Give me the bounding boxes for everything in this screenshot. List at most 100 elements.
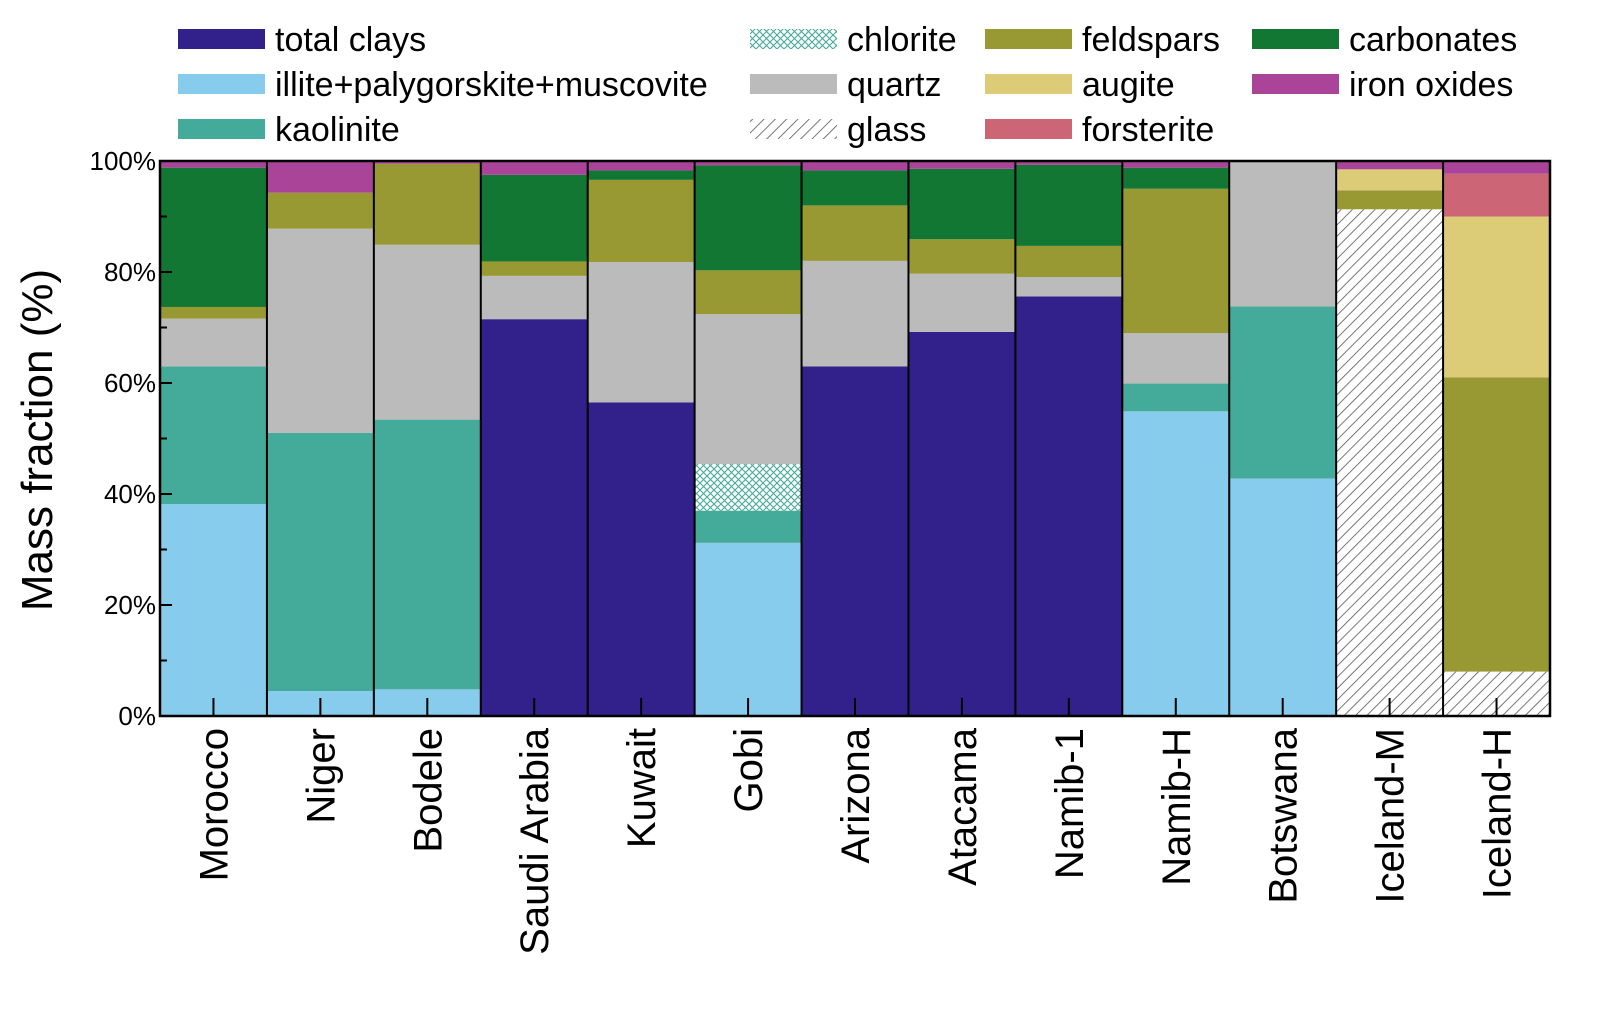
bar-segment-bodele-feldspars	[373, 163, 481, 245]
legend-swatch	[750, 29, 837, 49]
x-tick-label-iceland-h: Iceland-H	[1476, 728, 1520, 899]
legend-item-iron-oxides: iron oxides	[1252, 66, 1513, 104]
legend-swatch	[985, 29, 1072, 49]
bar-segment-iceland-m-feldspars	[1336, 190, 1444, 210]
bar-stack-morocco	[160, 161, 267, 716]
bar-segment-botswana-quartz	[1229, 161, 1337, 307]
bar-stack-gobi	[694, 161, 802, 716]
bar-segment-atacama-quartz	[908, 273, 1016, 332]
bar-stack-bodele	[373, 161, 481, 716]
legend-label: forsterite	[1082, 111, 1214, 149]
legend-label: total clays	[275, 21, 426, 59]
bar-segment-namib-h-quartz	[1122, 333, 1230, 384]
bar-segment-kuwait-iron-oxides	[587, 161, 695, 171]
legend-item-kaolinite: kaolinite	[178, 111, 400, 149]
x-tick-label-atacama: Atacama	[941, 727, 985, 886]
legend-swatch	[985, 119, 1072, 139]
bar-segment-namib-h-carbonates	[1122, 167, 1230, 189]
bar-segment-namib-1-quartz	[1015, 276, 1123, 297]
bar-segment-namib-h-kaolinite	[1122, 383, 1230, 412]
bar-segment-namib-1-feldspars	[1015, 245, 1123, 277]
legend: total clays illite+palygorskite+muscovite…	[178, 21, 1517, 149]
bar-segment-gobi-chlorite	[694, 464, 802, 511]
legend-label: kaolinite	[275, 111, 400, 149]
legend-item-chlorite: chlorite	[750, 21, 957, 59]
bar-segment-morocco-feldspars	[160, 306, 267, 319]
bar-segment-niger-iron-oxides	[266, 161, 374, 193]
bar-segment-botswana-illite-palygorskite-muscovite	[1229, 478, 1337, 716]
bar-segment-niger-quartz	[266, 228, 374, 433]
legend-item-total-clays: total clays	[178, 21, 426, 59]
x-tick-label-saudi-arabia: Saudi Arabia	[513, 727, 557, 955]
legend-item-augite: augite	[985, 66, 1175, 104]
legend-swatch	[178, 74, 265, 94]
bar-segment-iceland-h-forsterite	[1443, 173, 1550, 217]
bar-segment-atacama-feldspars	[908, 239, 1016, 274]
bar-segment-namib-1-iron-oxides	[1015, 161, 1123, 165]
y-tick-label: 80%	[104, 257, 156, 287]
bar-segment-gobi-iron-oxides	[694, 161, 802, 166]
bar-segment-atacama-total-clays	[908, 331, 1016, 716]
y-tick-label: 20%	[104, 590, 156, 620]
bar-segment-morocco-iron-oxides	[160, 161, 267, 168]
bar-segment-namib-1-carbonates	[1015, 164, 1123, 246]
bar-segment-arizona-iron-oxides	[801, 161, 909, 171]
bar-stack-iceland-h	[1443, 161, 1550, 716]
bar-segment-atacama-iron-oxides	[908, 161, 1016, 169]
legend-label: quartz	[847, 66, 942, 104]
bar-segment-iceland-h-iron-oxides	[1443, 161, 1550, 174]
legend-label: chlorite	[847, 21, 957, 59]
bar-segment-saudi-arabia-feldspars	[480, 261, 588, 276]
bar-segment-iceland-m-iron-oxides	[1336, 161, 1444, 170]
legend-swatch	[750, 119, 837, 139]
legend-label: glass	[847, 111, 926, 149]
bar-segment-kuwait-total-clays	[587, 402, 695, 716]
x-tick-label-arizona: Arizona	[834, 727, 878, 863]
legend-item-glass: glass	[750, 111, 926, 149]
legend-label: iron oxides	[1349, 66, 1513, 104]
bar-stack-namib-1	[1015, 161, 1123, 716]
x-tick-label-bodele: Bodele	[406, 728, 450, 853]
legend-item-forsterite: forsterite	[985, 111, 1214, 149]
bar-segment-niger-feldspars	[266, 192, 374, 229]
bar-stack-kuwait	[587, 161, 695, 716]
bar-segment-namib-1-total-clays	[1015, 296, 1123, 716]
legend-item-quartz: quartz	[750, 66, 942, 104]
bar-segment-gobi-kaolinite	[694, 510, 802, 543]
legend-item-illite-palygorskite-muscovite: illite+palygorskite+muscovite	[178, 66, 708, 104]
bar-segment-gobi-illite-palygorskite-muscovite	[694, 542, 802, 716]
bar-stack-arizona	[801, 161, 909, 716]
legend-swatch	[985, 74, 1072, 94]
legend-swatch	[1252, 29, 1339, 49]
bar-segment-morocco-quartz	[160, 318, 267, 367]
legend-label: illite+palygorskite+muscovite	[275, 66, 708, 104]
bar-segment-saudi-arabia-carbonates	[480, 174, 588, 262]
bar-segment-iceland-m-glass	[1336, 209, 1444, 716]
legend-swatch	[178, 29, 265, 49]
x-tick-label-gobi: Gobi	[727, 728, 771, 813]
bar-segment-gobi-quartz	[694, 314, 802, 465]
y-tick-label: 40%	[104, 479, 156, 509]
y-tick-label: 100%	[90, 146, 157, 176]
bar-segment-bodele-iron-oxides	[373, 161, 481, 164]
legend-swatch	[178, 119, 265, 139]
bar-segment-botswana-kaolinite	[1229, 306, 1337, 479]
legend-swatch	[1252, 74, 1339, 94]
bar-segment-atacama-carbonates	[908, 168, 1016, 240]
bar-segment-kuwait-carbonates	[587, 170, 695, 180]
legend-label: carbonates	[1349, 21, 1517, 59]
bars	[160, 161, 1550, 716]
bar-stack-iceland-m	[1336, 161, 1444, 716]
bar-segment-bodele-quartz	[373, 244, 481, 420]
bar-segment-namib-h-iron-oxides	[1122, 161, 1230, 168]
x-tick-label-morocco: Morocco	[192, 728, 236, 881]
bar-segment-morocco-carbonates	[160, 167, 267, 307]
bar-segment-morocco-illite-palygorskite-muscovite	[160, 503, 267, 716]
bar-segment-iceland-h-augite	[1443, 216, 1550, 378]
x-tick-label-botswana: Botswana	[1262, 727, 1306, 903]
bar-segment-gobi-feldspars	[694, 270, 802, 315]
y-axis-title: Mass fraction (%)	[13, 269, 62, 611]
bar-segment-iceland-m-augite	[1336, 169, 1444, 191]
x-tick-label-niger: Niger	[299, 728, 343, 824]
x-tick-label-kuwait: Kuwait	[620, 728, 664, 848]
